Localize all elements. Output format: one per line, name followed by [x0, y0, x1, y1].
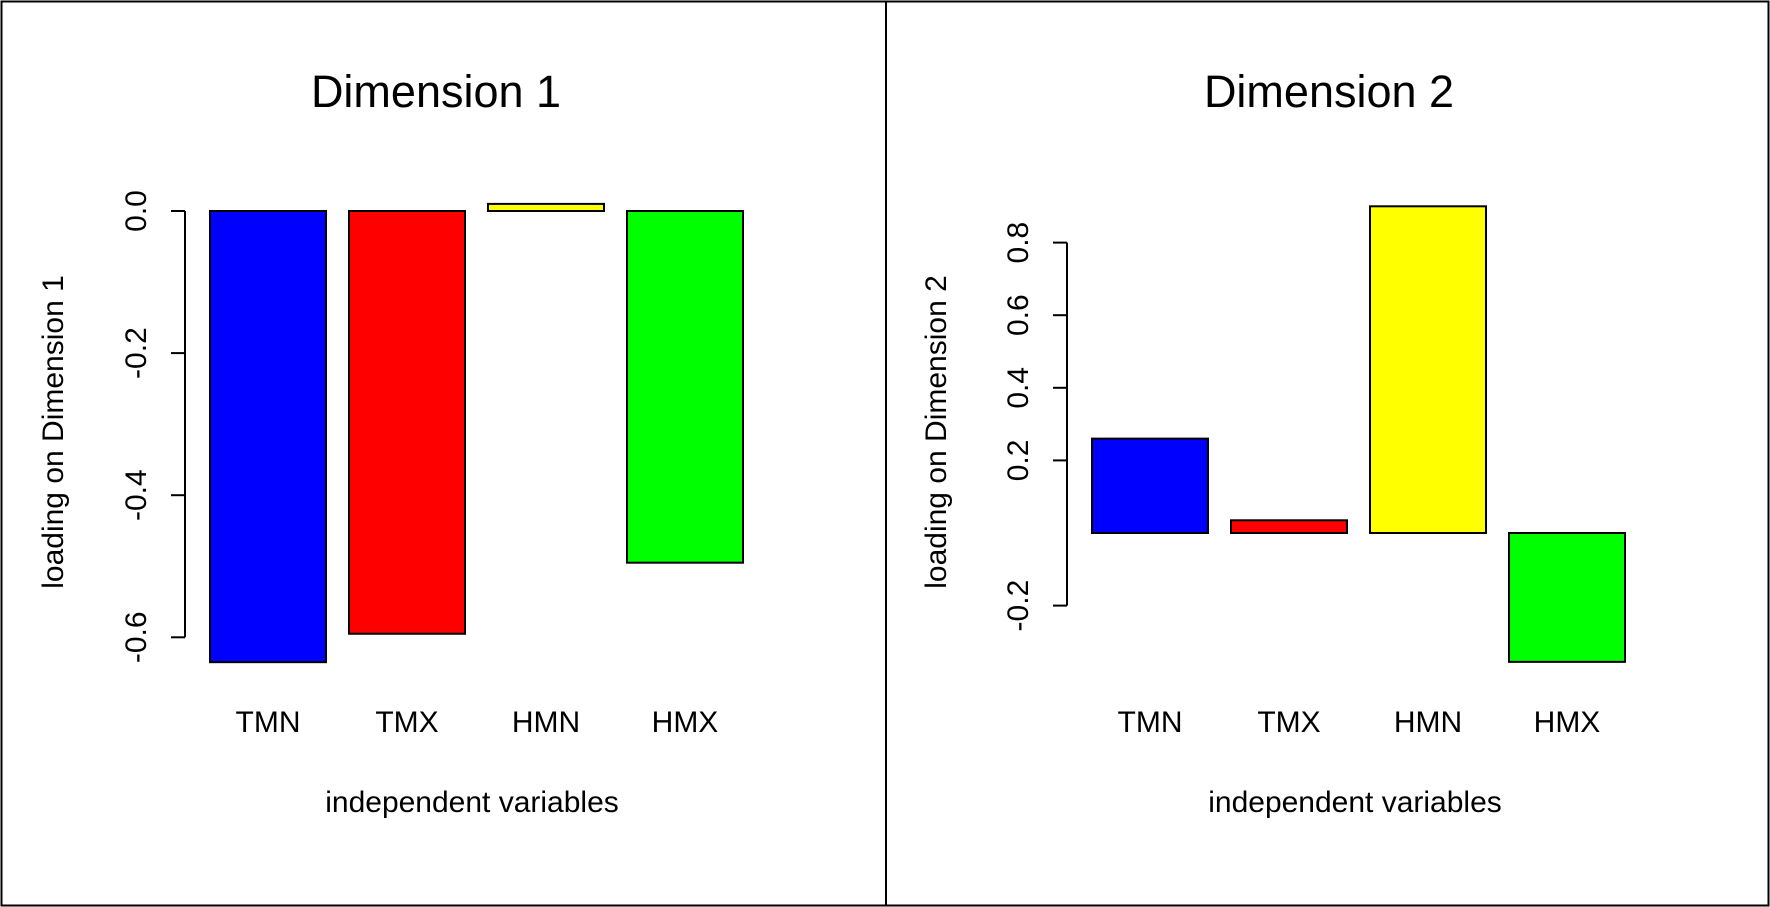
chart-title: Dimension 2: [1204, 66, 1454, 117]
y-tick-label: 0.2: [1002, 440, 1035, 482]
category-labels: TMN TMX HMN HMX: [1118, 706, 1601, 739]
x-axis-label: independent variables: [1208, 786, 1502, 819]
bar-hmn: [1369, 205, 1487, 535]
x-tick-label: TMN: [1118, 706, 1183, 739]
panel-dimension-2: Dimension 2 loading on Dimension 2 indep…: [920, 66, 1626, 819]
y-tick-label: -0.2: [120, 327, 153, 379]
bars: [209, 202, 744, 664]
bar-tmx: [348, 210, 466, 635]
y-axis: 0.0 -0.2 -0.4 -0.6: [120, 190, 186, 663]
y-tick-label: -0.6: [120, 611, 153, 663]
x-tick-label: TMX: [375, 706, 438, 739]
bar-tmn: [209, 210, 327, 664]
x-axis-label: independent variables: [325, 786, 619, 819]
x-tick-label: TMN: [236, 706, 301, 739]
chart-title: Dimension 1: [311, 66, 561, 117]
y-tick-label: -0.2: [1002, 580, 1035, 632]
bar-hmx: [1508, 532, 1626, 663]
bar-tmx: [1230, 519, 1348, 534]
x-tick-label: HMX: [1534, 706, 1601, 739]
bar-hmn: [487, 202, 605, 213]
y-tick-label: -0.4: [120, 469, 153, 521]
y-tick-label: 0.8: [1002, 222, 1035, 264]
bar-tmn: [1091, 437, 1209, 534]
x-tick-label: HMN: [512, 706, 580, 739]
y-tick-label: 0.6: [1002, 294, 1035, 336]
bar-hmx: [626, 210, 744, 564]
bars: [1091, 205, 1626, 663]
y-axis-label: loading on Dimension 1: [37, 275, 70, 589]
panel-dimension-1: Dimension 1 loading on Dimension 1 indep…: [37, 66, 744, 819]
x-tick-label: HMN: [1394, 706, 1462, 739]
y-axis-label: loading on Dimension 2: [920, 275, 953, 589]
y-tick-label: 0.4: [1002, 367, 1035, 409]
category-labels: TMN TMX HMN HMX: [236, 706, 719, 739]
x-tick-label: HMX: [652, 706, 719, 739]
y-tick-label: 0.0: [120, 190, 153, 232]
x-tick-label: TMX: [1257, 706, 1320, 739]
y-axis: -0.2 0.2 0.4 0.6 0.8: [1002, 222, 1068, 632]
